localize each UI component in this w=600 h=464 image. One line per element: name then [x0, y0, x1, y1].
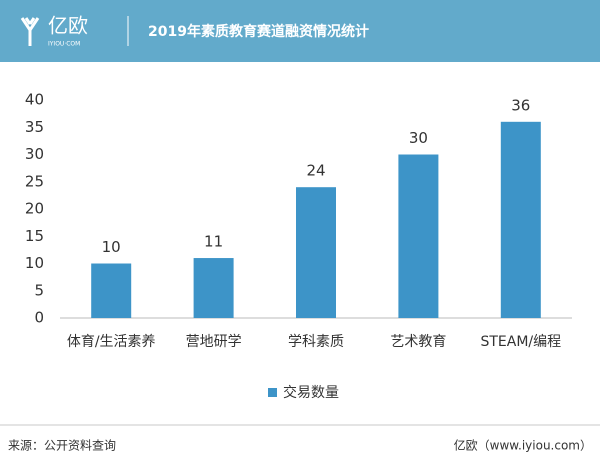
header-bar: [0, 0, 600, 62]
bar: [91, 263, 132, 318]
y-tick-label: 35: [25, 118, 44, 136]
x-tick-label: 体育/生活素养: [67, 334, 156, 350]
x-tick-label: STEAM/编程: [480, 334, 561, 350]
footer-site: 亿欧（www.iyiou.com）: [454, 438, 592, 453]
data-label: 10: [102, 238, 121, 256]
footer-source: 来源：公开资料查询: [8, 439, 116, 453]
x-tick-label: 学科素质: [288, 334, 344, 350]
logo-sub: IYIOU·COM: [48, 41, 80, 48]
y-tick-label: 0: [34, 309, 44, 327]
x-tick-label: 艺术教育: [390, 334, 446, 350]
logo-icon: [20, 17, 40, 46]
bar: [500, 121, 541, 318]
y-tick-label: 5: [34, 281, 44, 299]
data-label: 30: [409, 129, 428, 147]
y-tick-label: 10: [25, 254, 44, 272]
legend-swatch: [268, 388, 277, 397]
bar: [296, 187, 336, 318]
y-tick-label: 40: [25, 91, 44, 109]
logo-text: 亿欧: [48, 14, 88, 38]
bar: [398, 154, 439, 318]
bar: [193, 258, 234, 318]
y-tick-label: 15: [25, 227, 44, 245]
y-tick-label: 30: [25, 145, 44, 163]
data-label: 11: [204, 233, 223, 251]
chart-title: 2019年素质教育赛道融资情况统计: [148, 23, 369, 40]
legend-label: 交易数量: [283, 384, 339, 401]
y-tick-label: 25: [25, 172, 44, 190]
data-label: 24: [306, 162, 325, 180]
y-tick-label: 20: [25, 200, 44, 218]
data-label: 36: [511, 96, 530, 114]
x-tick-label: 营地研学: [186, 334, 242, 350]
